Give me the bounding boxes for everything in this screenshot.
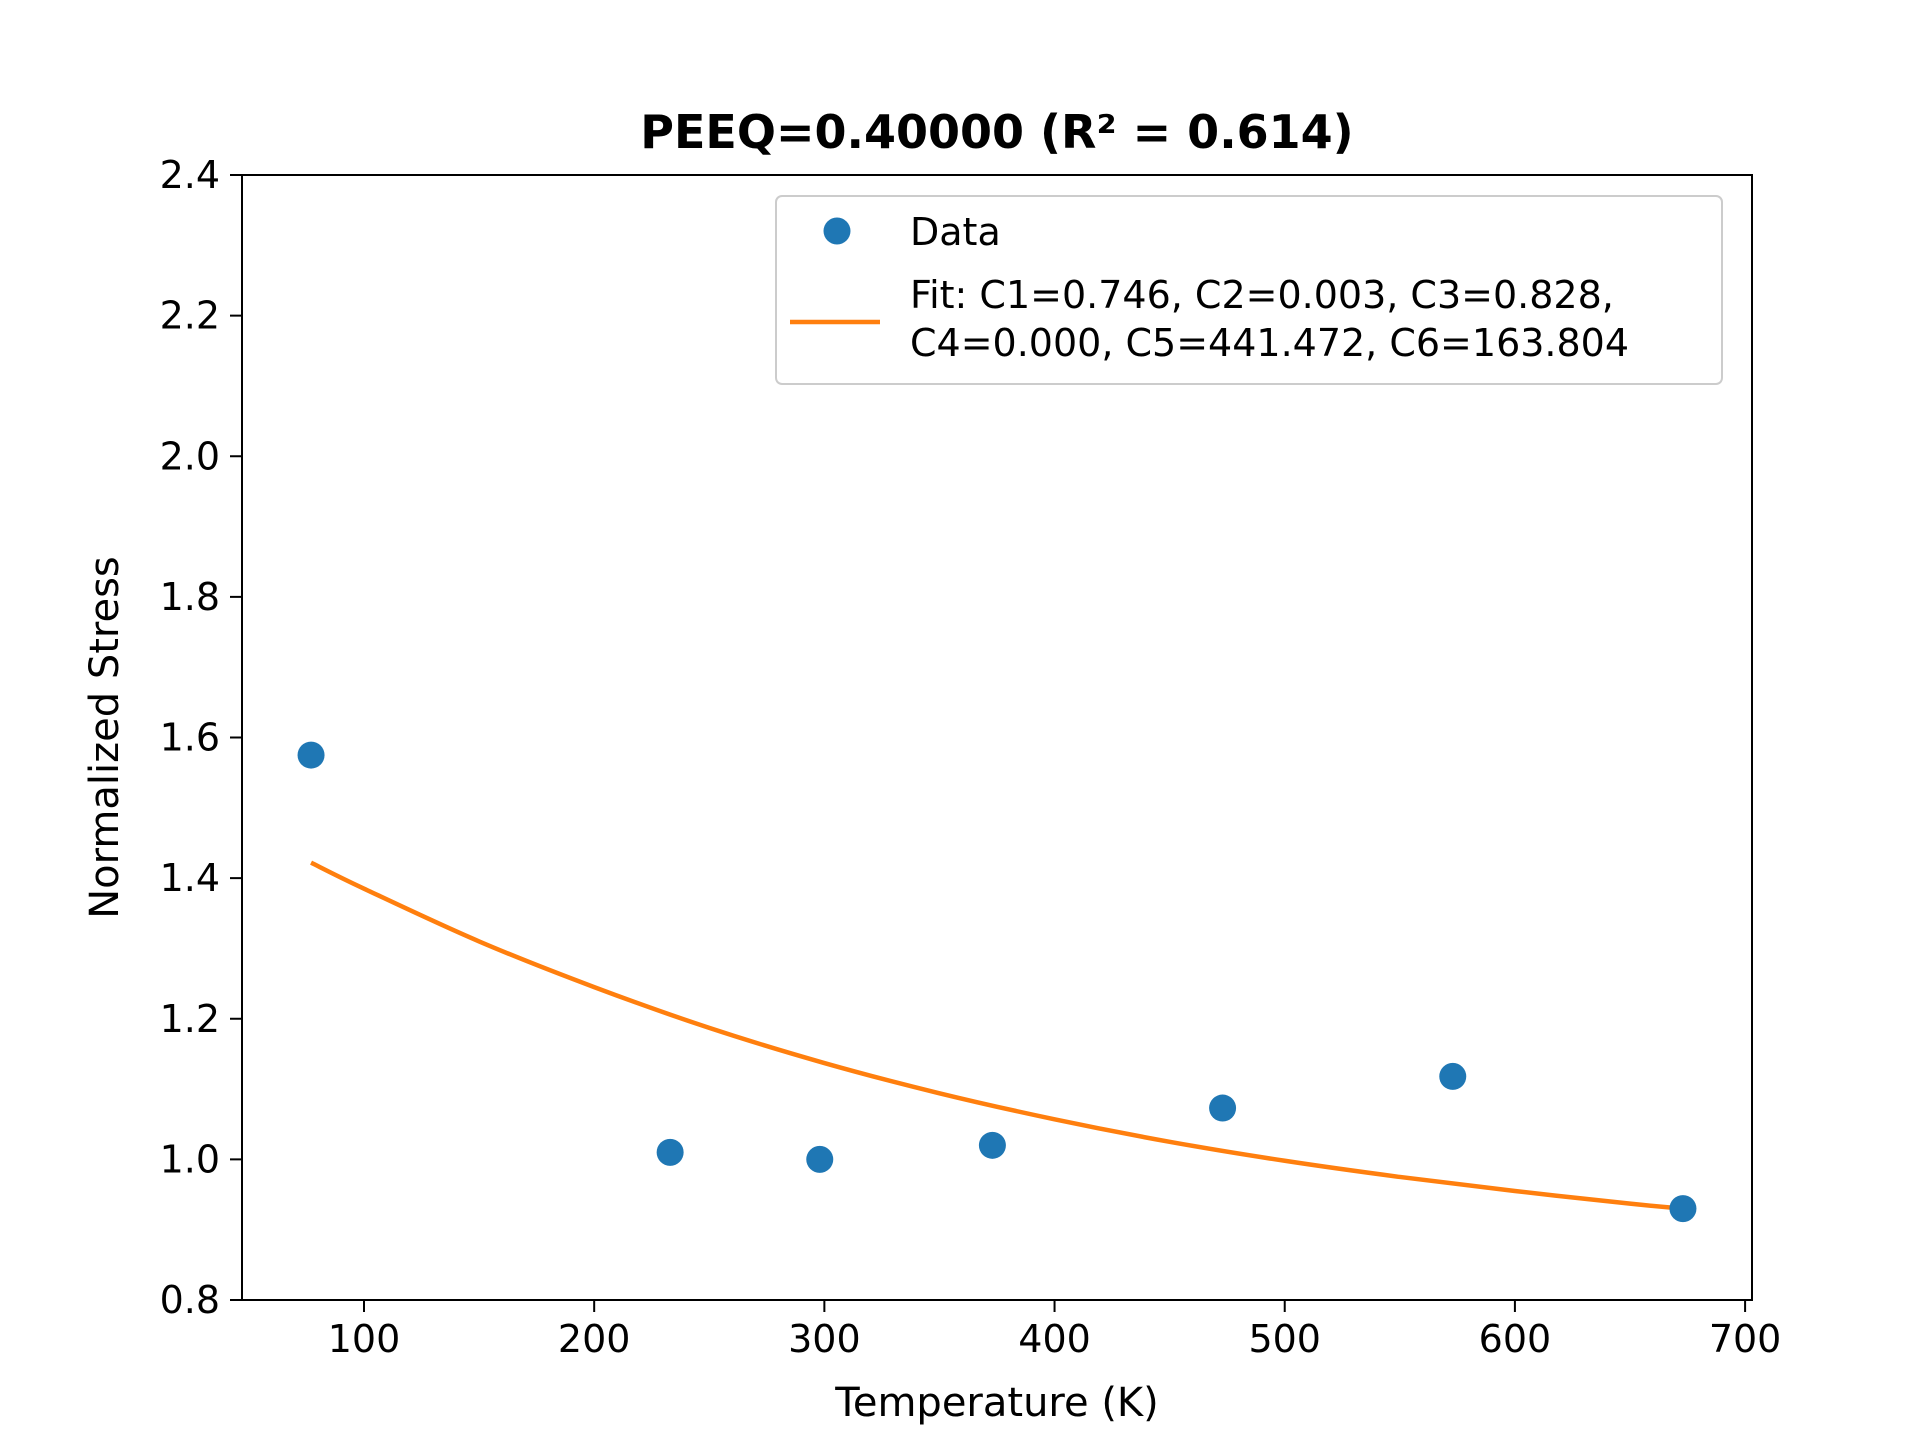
legend: Data Fit: C1=0.746, C2=0.003, C3=0.828,C4… xyxy=(775,195,1723,385)
y-tick-label: 1.4 xyxy=(160,856,220,900)
fit-series xyxy=(310,860,1684,1211)
y-tick-label: 2.2 xyxy=(160,294,220,338)
x-tick-label: 700 xyxy=(1709,1317,1782,1361)
chart-title: PEEQ=0.40000 (R² = 0.614) xyxy=(640,105,1353,159)
legend-data-marker xyxy=(823,217,851,245)
y-tick-label: 2.0 xyxy=(160,434,220,478)
x-tick-label: 600 xyxy=(1479,1317,1552,1361)
legend-fit-label-line-2: C4=0.000, C5=441.472, C6=163.804 xyxy=(910,321,1629,365)
fit-line xyxy=(310,860,1684,1211)
data-point xyxy=(1439,1062,1467,1090)
x-tick-label: 500 xyxy=(1248,1317,1321,1361)
legend-box xyxy=(775,195,1723,385)
y-tick-label: 1.8 xyxy=(160,575,220,619)
y-tick-label: 2.4 xyxy=(160,153,220,197)
legend-data-label: Data xyxy=(910,210,1001,254)
x-tick-label: 400 xyxy=(1018,1317,1091,1361)
x-tick-label: 300 xyxy=(788,1317,861,1361)
y-tick-label: 1.0 xyxy=(160,1137,220,1181)
data-point xyxy=(297,741,325,769)
x-axis-label: Temperature (K) xyxy=(834,1380,1159,1426)
x-axis: 100 200 300 400 500 600 700 xyxy=(328,1300,1782,1361)
y-tick-label: 0.8 xyxy=(160,1278,220,1322)
x-tick-label: 200 xyxy=(558,1317,631,1361)
data-point xyxy=(806,1145,834,1173)
y-tick-label: 1.2 xyxy=(160,997,220,1041)
data-point xyxy=(1669,1195,1697,1223)
data-point xyxy=(978,1131,1006,1159)
legend-fit-label-line-1: Fit: C1=0.746, C2=0.003, C3=0.828, xyxy=(910,273,1614,317)
y-axis: 0.8 1.0 1.2 1.4 1.6 1.8 2.0 2.2 2.4 xyxy=(160,153,242,1322)
y-tick-label: 1.6 xyxy=(160,716,220,760)
x-tick-label: 100 xyxy=(328,1317,401,1361)
y-axis-label: Normalized Stress xyxy=(82,556,128,918)
data-point xyxy=(656,1138,684,1166)
data-point xyxy=(1209,1094,1237,1122)
data-series xyxy=(297,741,1697,1223)
